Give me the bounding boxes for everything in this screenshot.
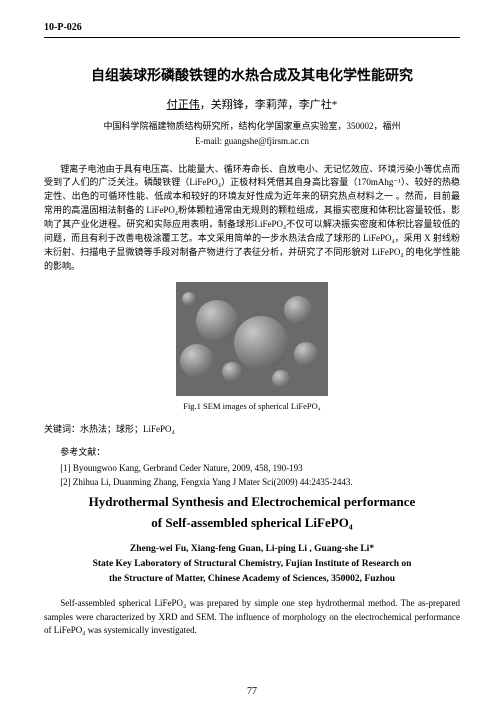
sem-sphere [294, 342, 318, 366]
figure-caption: Fig.1 SEM images of spherical LiFePO₄ [44, 400, 460, 413]
email-label: E-mail: [195, 136, 224, 146]
email-value: guangshe@fjirsm.ac.cn [224, 136, 309, 146]
body-paragraph-cn: 锂离子电池由于具有电压高、比能量大、循环寿命长、自放电小、无记忆效应、环境污染小… [44, 163, 460, 275]
references-heading: 参考文献： [44, 446, 460, 460]
sem-sphere [196, 300, 238, 342]
sem-sphere [234, 316, 288, 370]
authors-chinese: 付正伟，关翔锋，李莉萍，李广社* [44, 97, 460, 114]
title-english-line2: of Self-assembled spherical LiFePO₄ [44, 515, 460, 532]
email-line: E-mail: guangshe@fjirsm.ac.cn [44, 135, 460, 149]
page-number: 77 [0, 684, 504, 699]
authors-english: Zheng-wei Fu, Xiang-feng Guan, Li-ping L… [44, 542, 460, 556]
sem-sphere [272, 370, 290, 388]
reference-item: [1] Byoungwoo Kang, Gerbrand Ceder Natur… [44, 462, 460, 476]
title-chinese: 自组装球形磷酸铁锂的水热合成及其电化学性能研究 [44, 66, 460, 87]
reference-item: [2] Zhihua Li, Duanming Zhang, Fengxia Y… [44, 476, 460, 490]
sem-sphere [180, 344, 214, 378]
affiliation-english-line2: the Structure of Matter, Chinese Academy… [44, 573, 460, 586]
sem-sphere [182, 292, 196, 306]
authors-rest: ，关翔锋，李莉萍，李广社* [200, 99, 338, 111]
page-header-code: 10-P-026 [44, 20, 460, 35]
sem-sphere [284, 296, 312, 324]
author-primary: 付正伟 [167, 99, 200, 111]
affiliation-english-line1: State Key Laboratory of Structural Chemi… [44, 558, 460, 571]
affiliation-chinese: 中国科学院福建物质结构研究所，结构化学国家重点实验室，350002，福州 [44, 120, 460, 134]
figure-sem-image [176, 282, 328, 396]
keywords-text: 水热法；球形；LiFePO₄ [80, 424, 175, 434]
title-english-line1: Hydrothermal Synthesis and Electrochemic… [44, 494, 460, 511]
keywords-line: 关键词：水热法；球形；LiFePO₄ [44, 423, 460, 437]
keywords-label: 关键词： [44, 424, 80, 434]
sem-sphere [222, 362, 242, 382]
abstract-english: Self-assembled spherical LiFePO₄ was pre… [44, 597, 460, 638]
header-rule [44, 37, 460, 38]
